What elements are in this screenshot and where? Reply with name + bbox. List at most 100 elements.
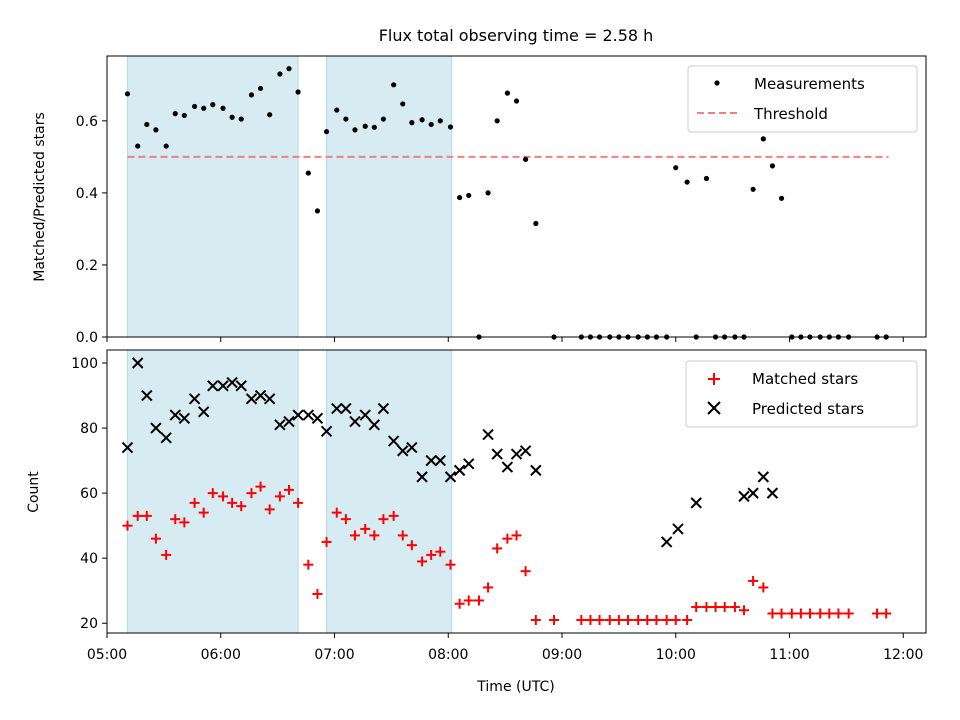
matched-star-point [670,614,681,625]
predicted-star-point [197,406,210,418]
predicted-star-point [331,402,343,415]
matched-star-point [661,614,672,625]
predicted-star-point [141,389,153,402]
predicted-star-point [434,454,446,467]
matched-star-point [388,510,399,521]
matched-star-point [150,533,161,544]
bottom-panel: 20 40 60 80 100 05:00 06:00 07:00 08:00 09:00 10:… [26,349,927,695]
measurement-point [673,165,679,171]
measurement-point [391,82,397,88]
matched-star-point [585,614,596,625]
predicted-star-point [132,357,144,369]
measurement-point [447,124,454,130]
x-tick-label: 08:00 [428,647,468,663]
matched-star-point [360,523,371,534]
matched-star-point [284,484,294,495]
predicted-star-point [302,409,315,421]
predicted-star-point [311,412,324,425]
matched-star-point [122,520,133,531]
measurement-point [760,136,766,142]
measurement-point [314,208,321,214]
matched-star-point [815,608,826,619]
predicted-star-point [121,441,134,454]
predicted-star-point [387,435,400,447]
predicted-star-point [160,432,172,444]
matched-star-point [576,614,587,625]
predicted-star-point [738,490,750,503]
bottom-x-ticks: 05:00 06:00 07:00 08:00 09:00 10:00 11:00 12:00 [87,633,923,663]
predicted-star-point [519,445,532,457]
matched-star-point [604,614,615,625]
predicted-star-point [254,389,267,402]
predicted-star-point [150,422,162,434]
predicted-star-point [416,471,428,483]
predicted-star-point [377,402,390,415]
predicted-star-point [453,464,466,477]
matched-star-point [824,608,835,619]
matched-star-point [701,601,712,612]
matched-star-point [255,481,266,492]
matched-star-point [758,582,769,593]
matched-star-point [691,601,702,612]
y-tick-label: 60 [80,486,98,502]
measurement-point [380,116,387,122]
top-axes-frame [106,55,927,338]
measurement-point [362,123,368,129]
matched-star-point [406,540,417,551]
measurement-point [684,179,690,185]
matched-star-point [179,517,190,528]
measurement-point [144,121,150,128]
measurement-point [523,156,529,162]
highlight-span [326,55,453,338]
measurement-point [135,143,141,149]
matched-star-point [473,595,484,606]
predicted-star-point [340,402,352,415]
matched-star-point [776,608,787,619]
matched-star-point [321,536,332,547]
matched-star-point [511,530,522,541]
predicted-star-point [263,393,276,405]
predicted-star-point [757,471,770,483]
matched-star-point [833,608,844,619]
y-tick-label: 0.6 [76,114,98,130]
matched-star-point [502,533,513,544]
matched-star-point [748,575,759,586]
measurement-point [191,103,198,110]
predicted-star-point [235,380,247,392]
matched-star-point [881,608,892,619]
matched-star-point [236,501,247,512]
predicted-star-point [169,409,181,421]
y-tick-label: 0.0 [76,330,98,346]
predicted-star-point [207,380,219,392]
measurement-point [371,124,377,130]
x-tick-label: 05:00 [87,647,127,663]
top-legend-box [687,65,918,133]
measurement-point [533,220,539,227]
y-tick-label: 80 [80,421,98,437]
measurement-point [457,194,463,201]
bottom-legend-box [685,360,918,428]
matched-star-point [397,530,408,541]
top-chart-title: Flux total observing time = 2.58 h [379,26,654,45]
measurement-point [778,195,785,201]
matched-star-point [454,598,465,609]
matched-star-point [303,559,314,570]
measurement-point [277,71,283,77]
matched-star-point [804,608,815,619]
y-tick-label: 0.4 [76,186,98,202]
matched-star-point [843,608,854,619]
predicted-star-point [444,471,457,483]
predicted-star-point [501,461,514,473]
measurement-point [437,118,443,124]
measurement-point [334,107,340,113]
legend-matched-marker [708,373,720,385]
x-tick-label: 10:00 [656,647,696,663]
bottom-y-axis-label: Count [26,471,42,513]
top-panel: Flux total observing time = 2.58 h 0.0 0.… [32,26,927,346]
matched-star-point [349,530,360,541]
predicted-star-point [766,487,779,499]
predicted-star-point [274,419,286,431]
predicted-star-point [217,380,229,392]
matched-star-point [161,549,172,560]
matched-star-point [795,608,806,619]
